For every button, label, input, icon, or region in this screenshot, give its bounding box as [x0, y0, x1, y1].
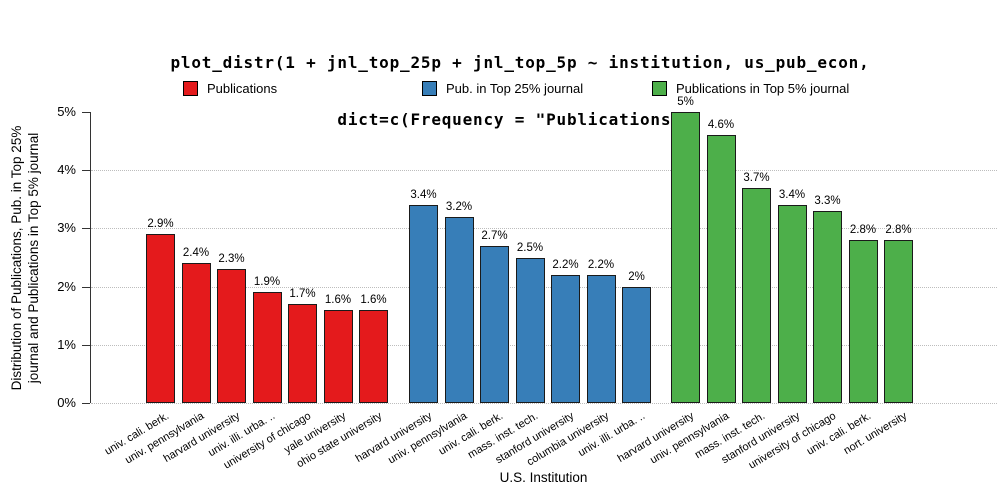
legend-label: Publications in Top 5% journal — [676, 81, 850, 96]
legend-item-publications: Publications — [183, 81, 277, 96]
x-axis-title: U.S. Institution — [499, 470, 588, 485]
y-tick-label-1%: 1% — [57, 336, 76, 352]
y-tick-0% — [82, 403, 90, 404]
bar-univ-illi-urba- — [622, 286, 651, 403]
bar-value-label: 3.2% — [445, 200, 473, 213]
bar-harvard-university — [671, 112, 700, 403]
bar-value-label: 2% — [628, 270, 645, 283]
bar-value-label: 2.8% — [849, 224, 877, 237]
y-axis-line — [90, 112, 91, 403]
bar-columbia-university — [586, 274, 616, 403]
bar-value-label: 2.2% — [552, 258, 579, 271]
bar-value-label: 3.4% — [778, 189, 806, 202]
y-tick-1% — [82, 344, 90, 346]
y-tick-label-4%: 4% — [57, 162, 76, 178]
bar-nort-university — [884, 240, 913, 403]
bar-mass-inst-tech- — [515, 257, 545, 403]
bar-university-of-chicago — [813, 210, 842, 403]
bar-stanford-university — [551, 274, 580, 403]
y-tick-label-5%: 5% — [57, 104, 76, 119]
bar-value-label: 3.7% — [743, 171, 770, 184]
y-tick-label-2%: 2% — [57, 278, 76, 294]
bar-value-label: 1.7% — [289, 288, 316, 301]
bar-value-label: 1.6% — [360, 293, 387, 306]
bar-harvard-university — [217, 269, 246, 403]
legend-swatch-red — [183, 81, 198, 96]
bar-value-label: 4.6% — [707, 119, 735, 132]
bar-value-label: 1.9% — [253, 276, 281, 289]
legend-item-top5: Publications in Top 5% journal — [652, 81, 849, 96]
chart-title-line2: dict=c(Frequency = "Publications")) — [337, 110, 703, 129]
legend-item-top25: Pub. in Top 25% journal — [422, 81, 583, 96]
bar-value-label: 2.9% — [147, 218, 174, 231]
bar-value-label: 3.4% — [410, 189, 437, 202]
bar-univ-pennsylvania — [444, 216, 474, 403]
chart-title-line1: plot_distr(1 + jnl_top_25p + jnl_top_5p … — [170, 53, 870, 72]
y-axis-title-line1: Distribution of Publications, Pub. in To… — [9, 125, 24, 391]
bar-value-label: 2.8% — [885, 224, 912, 237]
bar-value-label: 2.4% — [182, 247, 210, 260]
y-axis-title-line2: journal and Publications in Top 5% journ… — [26, 132, 41, 384]
y-tick-3% — [82, 228, 90, 230]
y-tick-4% — [82, 170, 90, 172]
bar-univ-illi-urba- — [252, 292, 282, 403]
bar-univ-cali-berk- — [480, 245, 509, 403]
bar-value-label: 5% — [677, 96, 694, 108]
bar-university-of-chicago — [288, 304, 317, 403]
y-tick-label-3%: 3% — [57, 220, 76, 236]
bar-value-label: 2.5% — [516, 241, 544, 254]
y-tick-2% — [82, 286, 90, 288]
bar-yale-university — [323, 309, 353, 403]
chart-title: plot_distr(1 + jnl_top_25p + jnl_top_5p … — [36, 15, 1000, 167]
legend-label: Publications — [207, 81, 278, 96]
legend-swatch-blue — [422, 81, 437, 96]
bar-univ-cali-berk- — [146, 234, 175, 403]
bar-ohio-state-university — [359, 309, 388, 403]
bar-harvard-university — [409, 205, 438, 403]
legend-label: Pub. in Top 25% journal — [446, 81, 584, 96]
bar-stanford-university — [777, 205, 807, 403]
y-axis-title: Distribution of Publications, Pub. in To… — [8, 88, 44, 428]
bar-value-label: 2.2% — [587, 258, 615, 271]
bar-value-label: 2.3% — [218, 253, 245, 266]
bar-univ-cali-berk- — [848, 240, 878, 403]
bar-mass-inst-tech- — [742, 187, 771, 403]
gridline-3pct — [91, 228, 997, 230]
bar-univ-pennsylvania — [706, 135, 736, 403]
bar-univ-pennsylvania — [181, 263, 211, 403]
gridline-0pct — [91, 403, 997, 404]
bar-value-label: 2.7% — [481, 229, 508, 242]
gridline-4pct — [91, 170, 997, 172]
bar-value-label: 1.6% — [324, 293, 352, 306]
legend-swatch-green — [652, 81, 667, 96]
y-tick-label-0%: 0% — [57, 395, 76, 410]
y-tick-5% — [82, 112, 90, 113]
bar-value-label: 3.3% — [814, 194, 841, 207]
